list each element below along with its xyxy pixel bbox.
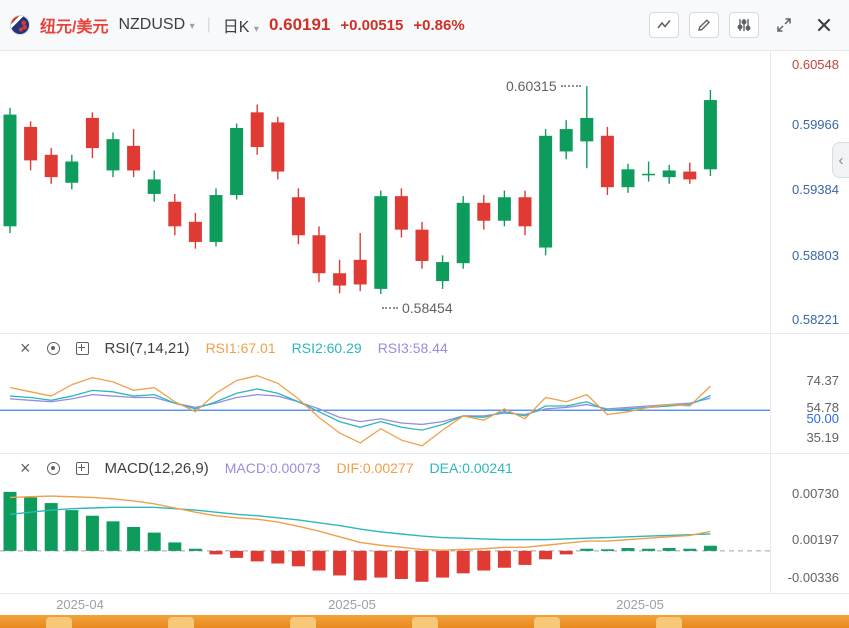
axis-label: 0.59384 [792, 182, 839, 198]
last-price: 0.60191 [268, 15, 331, 34]
price-axis-separator [770, 50, 771, 593]
high-price-annotation: 0.60315 [506, 78, 581, 94]
axis-label: 0.58221 [792, 312, 839, 328]
dotted-connector [382, 307, 398, 309]
header-divider: | [206, 16, 211, 33]
dea-line [9, 506, 711, 541]
axis-label: 0.00197 [792, 532, 839, 548]
nz-flag-icon [10, 15, 30, 35]
separator [0, 50, 849, 51]
collapse-panel-tab[interactable]: ‹ [832, 142, 849, 178]
timeframe-select[interactable]: 日K ▾ [223, 13, 259, 37]
timeframe-label: 日K [222, 19, 250, 36]
axis-label: 50.00 [806, 411, 839, 427]
bottom-toolbar-button[interactable] [656, 617, 682, 628]
high-price-label: 0.60315 [506, 78, 557, 94]
rsi3-line [9, 393, 711, 426]
macd-title: MACD(12,26,9) [104, 459, 209, 477]
chart-style-button[interactable] [649, 12, 679, 38]
candles-layer[interactable] [3, 86, 717, 295]
bottom-toolbar-button[interactable] [412, 617, 438, 628]
low-price-annotation: 0.58454 [382, 300, 453, 316]
axis-label: 0.59966 [792, 117, 839, 133]
separator [0, 333, 849, 334]
rsi2-value: RSI2:60.29 [291, 340, 362, 356]
price-change: +0.00515 [340, 16, 404, 34]
date-tick: 2025-04 [56, 597, 104, 612]
axis-label: 0.00730 [792, 485, 839, 501]
bottom-toolbar-button[interactable] [46, 617, 72, 628]
rsi-panel-header: × RSI(7,14,21) RSI1:67.01 RSI2:60.29 RSI… [0, 336, 448, 360]
close-icon [817, 18, 831, 32]
macd-value: MACD:0.00073 [224, 460, 321, 476]
date-tick: 2025-05 [328, 597, 376, 612]
rsi3-value: RSI3:58.44 [377, 340, 448, 356]
fullscreen-toggle-button[interactable] [769, 12, 799, 38]
bottom-toolbar-button[interactable] [290, 617, 316, 628]
axis-label: 54.78 [806, 400, 839, 416]
dea-value: DEA:0.00241 [429, 460, 513, 476]
separator [0, 593, 849, 594]
close-chart-button[interactable] [809, 12, 839, 38]
macd-panel-header: × MACD(12,26,9) MACD:0.00073 DIF:0.00277… [0, 456, 513, 480]
rsi-close-icon[interactable]: × [20, 338, 31, 358]
rsi-add-icon[interactable] [75, 341, 89, 355]
line-chart-icon [657, 19, 671, 29]
macd-close-icon[interactable]: × [20, 458, 31, 478]
rsi-settings-icon[interactable] [46, 341, 60, 355]
chart-header: 纽元/美元 NZDUSD ▾ | 日K ▾ 0.60191 +0.00515 +… [0, 0, 849, 50]
axis-label: 0.58803 [792, 248, 839, 264]
symbol-label: NZDUSD [118, 16, 186, 33]
chevron-down-icon: ▾ [189, 21, 195, 32]
macd-settings-icon[interactable] [46, 461, 60, 475]
rsi1-value: RSI1:67.01 [205, 340, 276, 356]
chevron-down-icon: ▾ [253, 24, 259, 35]
pair-name-cn: 纽元/美元 [40, 19, 109, 36]
price-change-percent: +0.86% [413, 16, 465, 34]
macd-histogram [3, 491, 717, 582]
indicators-button[interactable] [729, 12, 759, 38]
axis-label: 74.37 [806, 372, 839, 388]
axis-label: -0.00336 [787, 570, 839, 586]
macd-add-icon[interactable] [75, 461, 89, 475]
low-price-label: 0.58454 [402, 300, 453, 316]
sliders-icon [737, 19, 751, 31]
rsi1-line [9, 374, 711, 447]
dotted-connector [560, 85, 581, 87]
bottom-toolbar-button[interactable] [534, 617, 560, 628]
separator [0, 453, 849, 454]
pencil-icon [698, 19, 710, 31]
draw-button[interactable] [689, 12, 719, 38]
dif-line [9, 495, 711, 551]
collapse-arrows-icon [777, 18, 791, 32]
date-tick: 2025-05 [616, 597, 664, 612]
symbol-select[interactable]: NZDUSD ▾ [118, 16, 194, 34]
bottom-toolbar-button[interactable] [168, 617, 194, 628]
rsi-title: RSI(7,14,21) [104, 339, 190, 357]
rsi2-line [9, 388, 711, 431]
axis-label: 0.60548 [792, 57, 839, 73]
axis-label: 35.19 [806, 430, 839, 446]
dif-value: DIF:0.00277 [336, 460, 414, 476]
